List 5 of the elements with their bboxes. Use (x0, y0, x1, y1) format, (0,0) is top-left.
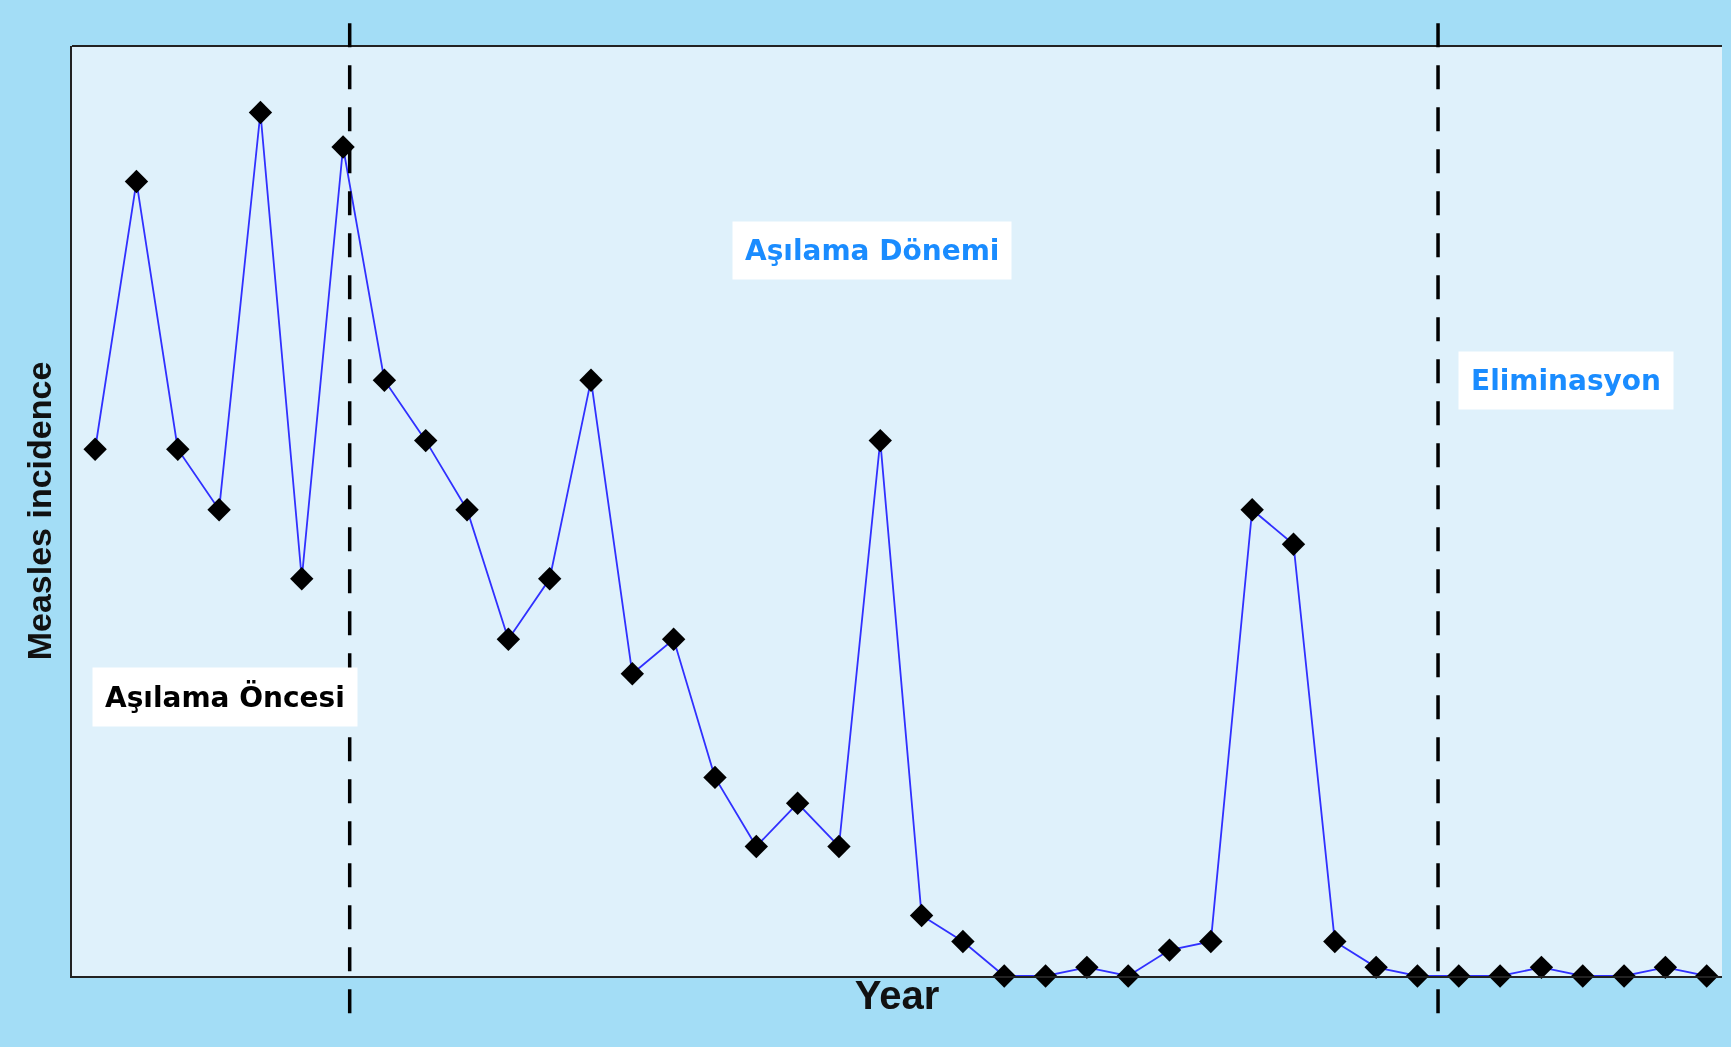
annotation: Eliminasyon (1471, 364, 1662, 397)
x-axis-title: Year (854, 973, 940, 1017)
y-axis-title: Measles incidence (20, 361, 59, 661)
annotation: Aşılama Öncesi (105, 680, 345, 714)
annotation: Aşılama Dönemi (745, 234, 1000, 267)
